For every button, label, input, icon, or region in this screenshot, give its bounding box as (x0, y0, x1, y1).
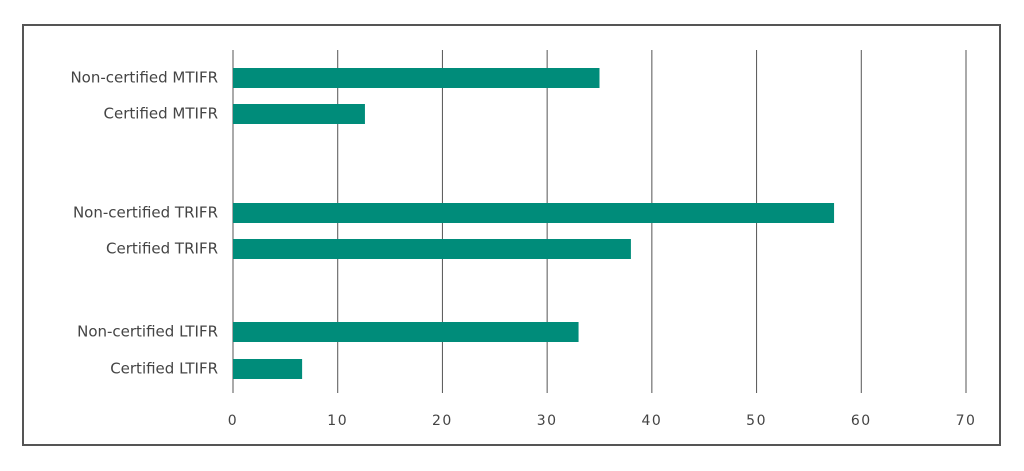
x-tick-label: 10 (327, 413, 348, 429)
y-tick-label: Non-certified MTIFR (70, 69, 218, 87)
bar (233, 104, 365, 124)
bar (233, 359, 303, 379)
y-tick-label: Certified MTIFR (104, 105, 218, 123)
bar (233, 203, 835, 223)
x-tick-label: 40 (641, 413, 662, 429)
x-tick-label: 0 (228, 413, 238, 429)
frame (22, 24, 1001, 446)
x-tick-label: 30 (537, 413, 558, 429)
y-tick-label: Non-certified TRIFR (73, 204, 218, 222)
bar (233, 322, 579, 342)
bar (233, 239, 631, 259)
x-tick-label: 60 (851, 413, 872, 429)
bar (233, 68, 600, 88)
x-tick-label: 50 (746, 413, 767, 429)
x-tick-label: 70 (956, 413, 977, 429)
y-tick-label: Certified LTIFR (110, 360, 218, 378)
y-tick-label: Certified TRIFR (106, 240, 218, 258)
x-tick-label: 20 (432, 413, 453, 429)
y-tick-label: Non-certified LTIFR (77, 323, 218, 341)
